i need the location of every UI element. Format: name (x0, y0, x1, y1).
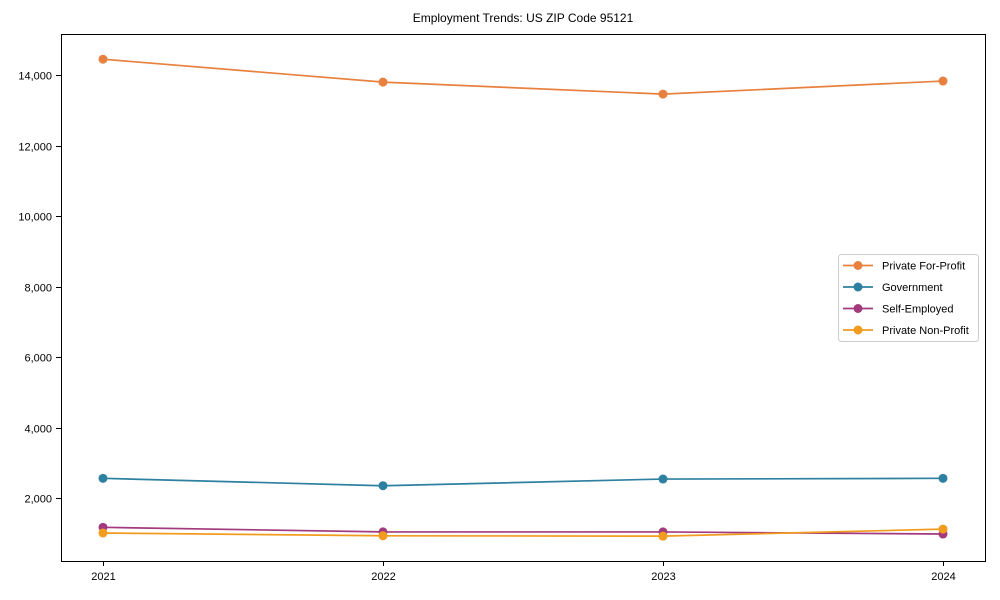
plot-border (61, 34, 986, 562)
legend: Private For-Profit Government Self-Employe… (838, 254, 979, 342)
legend-item-government: Government (843, 282, 943, 294)
legend-marker-dot (853, 325, 863, 335)
series-line-private-for-profit (102, 58, 944, 95)
legend-item-label: Private For-Profit (882, 261, 965, 273)
data-point-government-2022 (378, 481, 388, 491)
legend-marker-dot (853, 282, 863, 292)
y-axis-tick-label: 8,000 (24, 283, 52, 295)
legend-marker-dot (853, 304, 863, 313)
legend-item-label: Private Non-Profit (882, 325, 969, 337)
series-government (98, 473, 948, 491)
data-point-government-2023 (658, 474, 668, 484)
series-line-private-non-profit (102, 528, 944, 537)
legend-item-label: Self-Employed (882, 304, 954, 316)
series-private-non-profit (98, 524, 948, 541)
y-axis-tick-label: 12,000 (18, 142, 52, 154)
x-axis-tick-label: 2022 (371, 571, 395, 583)
plot-area: 2,000 4,000 6,000 8,000 10,000 12,000 14,000 20… (18, 34, 986, 583)
data-point-private-non-profit-2022 (378, 531, 388, 541)
x-axis-tick-label: 2023 (651, 571, 675, 583)
data-point-private-for-profit-2023 (658, 89, 668, 99)
legend-item-private-for-profit: Private For-Profit (843, 261, 965, 273)
data-point-private-for-profit-2024 (938, 76, 948, 86)
series-private-for-profit (98, 54, 948, 99)
data-point-private-non-profit-2023 (658, 531, 668, 541)
y-axis-tick-label: 10,000 (18, 212, 52, 224)
legend-item-private-non-profit: Private Non-Profit (843, 325, 969, 337)
legend-item-label: Government (882, 282, 943, 294)
data-point-government-2024 (938, 473, 948, 483)
x-axis-tick-label: 2021 (91, 571, 115, 583)
legend-box (838, 254, 979, 342)
legend-item-self-employed: Self-Employed (843, 304, 954, 316)
data-point-private-non-profit-2024 (938, 524, 948, 534)
legend-marker-dot (853, 261, 863, 270)
data-point-private-for-profit-2022 (378, 77, 388, 87)
x-axis-tick-label: 2024 (931, 571, 955, 583)
y-axis-tick-label: 14,000 (18, 71, 52, 83)
data-point-private-non-profit-2021 (98, 528, 108, 538)
chart-title: Employment Trends: US ZIP Code 95121 (413, 11, 634, 25)
y-axis-tick-label: 4,000 (24, 424, 52, 436)
y-axis-tick-label: 6,000 (24, 353, 52, 365)
data-point-private-for-profit-2021 (98, 54, 108, 64)
y-axis-tick-label: 2,000 (24, 494, 52, 506)
data-point-government-2021 (98, 473, 108, 483)
series-line-government (102, 477, 944, 487)
